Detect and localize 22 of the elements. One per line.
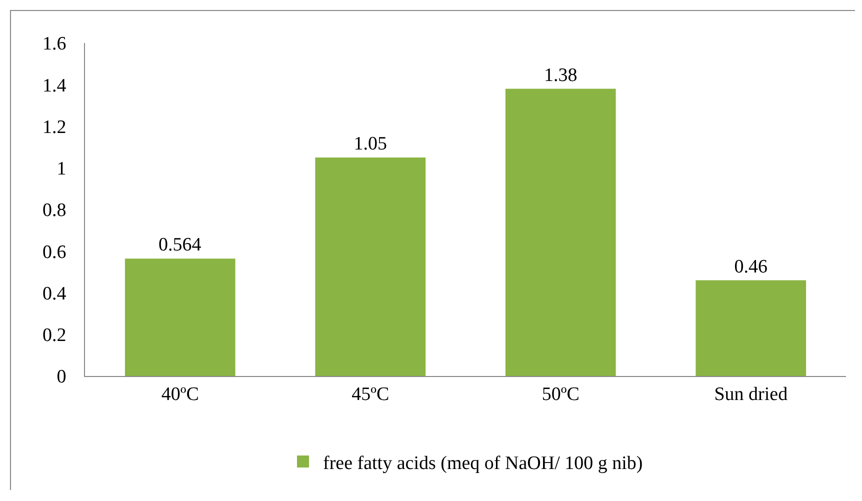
y-tick-label: 1.2 (42, 116, 66, 138)
y-tick-label: 0 (56, 366, 66, 388)
bar (696, 280, 806, 376)
x-tick-label: 50ºC (542, 384, 580, 405)
y-tick-label: 0.2 (42, 325, 66, 346)
y-tick-label: 0.4 (42, 283, 67, 304)
y-tick-label: 0.8 (42, 200, 66, 222)
bar (124, 258, 236, 376)
y-tick-label: 1.6 (42, 34, 66, 55)
y-tick-label: 0.6 (42, 242, 66, 263)
x-tick-label: Sun dried (714, 384, 788, 405)
data-label: 1.05 (354, 133, 387, 154)
bar (505, 88, 616, 376)
x-tick-label: 45ºC (352, 384, 390, 405)
y-tick-label: 1 (56, 158, 66, 180)
bar (315, 157, 426, 376)
legend-label: free fatty acids (meq of NaOH/ 100 g nib) (323, 452, 643, 474)
data-label: 1.38 (544, 64, 578, 86)
data-label: 0.46 (734, 256, 768, 278)
y-tick-label: 1.4 (42, 75, 67, 96)
data-label: 0.564 (158, 234, 202, 256)
x-tick-label: 40ºC (161, 384, 199, 405)
